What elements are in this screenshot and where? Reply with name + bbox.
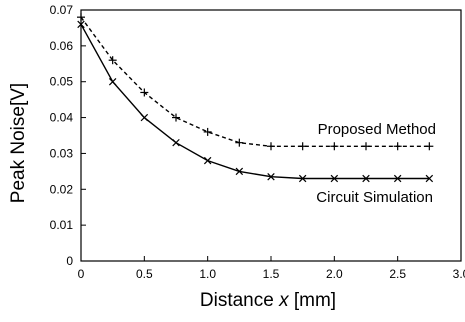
data-point xyxy=(172,138,180,147)
x-axis-label-unit: [mm] xyxy=(294,290,336,311)
data-point xyxy=(140,88,149,97)
y-axis-label: Peak Noise[V] xyxy=(8,83,29,203)
data-point xyxy=(330,142,339,151)
data-point xyxy=(108,77,117,86)
data-point xyxy=(203,156,212,165)
y-tick-label: 0.03 xyxy=(50,146,74,160)
x-tick-label: 1.5 xyxy=(263,267,280,281)
y-tick-label: 0.02 xyxy=(50,182,74,196)
series-circuit-simulation xyxy=(77,20,434,183)
x-tick-label: 0.5 xyxy=(136,267,153,281)
y-tick-label: 0.04 xyxy=(50,111,74,125)
series-line-proposed-method xyxy=(80,16,430,148)
x-tick-label: 1.0 xyxy=(199,267,216,281)
data-point xyxy=(267,173,275,181)
data-point xyxy=(362,174,370,183)
data-point xyxy=(203,127,212,136)
y-tick-label: 0.05 xyxy=(50,75,74,89)
x-tick-label: 3.0 xyxy=(453,267,465,281)
data-point xyxy=(330,174,339,183)
y-tick-label: 0.06 xyxy=(50,39,74,53)
x-tick-label: 0 xyxy=(78,267,85,281)
data-point xyxy=(77,20,85,29)
x-axis-label: Distance x [mm] xyxy=(200,290,336,311)
data-point xyxy=(235,138,244,147)
data-point xyxy=(140,113,149,122)
x-tick-label: 2.0 xyxy=(326,267,343,281)
series-layer xyxy=(77,13,434,183)
data-point xyxy=(77,13,85,22)
x-tick-label: 2.5 xyxy=(389,267,406,281)
data-point xyxy=(108,56,117,65)
data-point xyxy=(298,174,307,183)
data-point xyxy=(267,142,275,151)
labels: Peak Noise[V] Distance x [mm] Proposed M… xyxy=(8,83,436,311)
data-point xyxy=(393,174,402,183)
series-label-circuit-simulation: Circuit Simulation xyxy=(316,189,433,206)
series-line-circuit-simulation xyxy=(80,23,430,180)
y-tick-label: 0 xyxy=(66,254,73,268)
data-point xyxy=(235,167,244,176)
x-axis-label-text: Distance xyxy=(200,290,274,311)
data-point xyxy=(172,113,180,122)
data-point xyxy=(298,142,307,151)
x-axis-label-variable: x xyxy=(278,290,290,311)
series-label-proposed-method: Proposed Method xyxy=(318,121,436,138)
axes: 0 0.5 1.0 1.5 2.0 2.5 3.0 0 0.01 0.02 0.03 0.04 0.05… xyxy=(50,3,465,281)
data-point xyxy=(393,142,402,151)
data-point xyxy=(425,142,434,151)
data-point xyxy=(425,174,434,183)
y-tick-label: 0.01 xyxy=(50,218,74,232)
data-point xyxy=(362,142,370,151)
y-tick-label: 0.07 xyxy=(50,3,74,17)
series-proposed-method xyxy=(77,13,434,151)
